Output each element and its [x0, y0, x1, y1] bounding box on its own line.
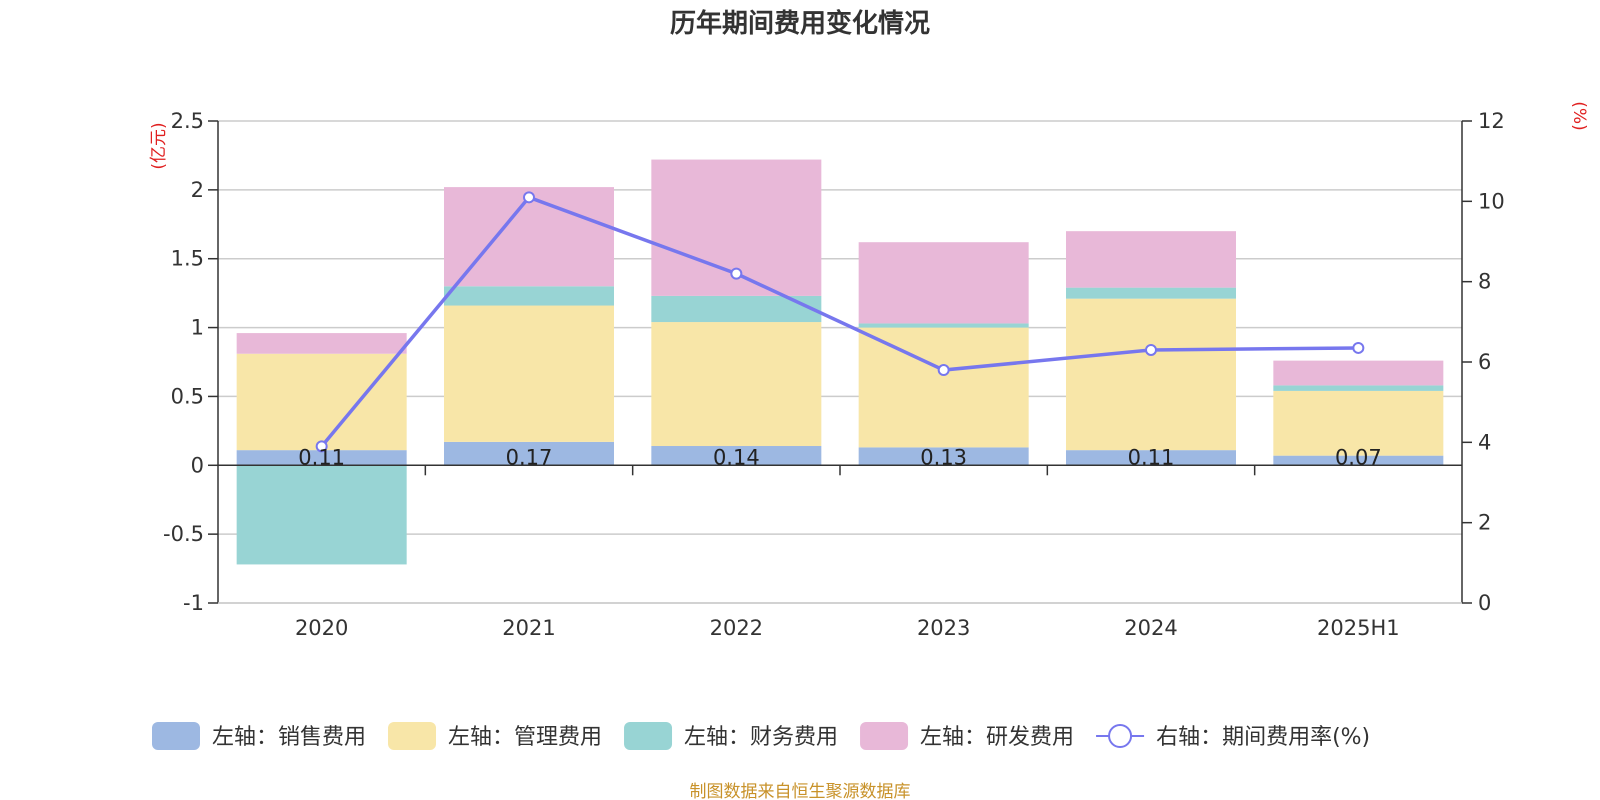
right-tick-label: 4 [1478, 430, 1491, 454]
bar-data-label: 0.11 [1128, 445, 1175, 469]
right-tick-label: 6 [1478, 350, 1491, 374]
rate-point [315, 440, 328, 453]
gridlines [218, 120, 1462, 604]
legend-label: 左轴：研发费用 [920, 725, 1074, 750]
line-series-group [315, 191, 1365, 453]
legend-label: 左轴：销售费用 [212, 725, 366, 750]
bar-data-label: 0.07 [1335, 445, 1382, 469]
left-tick-label: 1.5 [171, 247, 204, 271]
legend-marker [1108, 724, 1133, 748]
left-tick-label: 2.5 [171, 109, 204, 133]
rate-line [320, 195, 1359, 448]
left-tick-label: 2 [191, 178, 204, 202]
bar-series-group [236, 159, 1444, 565]
bar-segment [1066, 287, 1236, 299]
right-axis-unit: (%) [1569, 101, 1589, 130]
left-axis-unit: (亿元) [149, 122, 169, 169]
left-tick-label: -1 [183, 591, 204, 615]
category-label: 2022 [710, 616, 763, 640]
bar-segment [1273, 385, 1444, 391]
legend-label: 左轴：财务费用 [684, 725, 838, 750]
right-tick-label: 0 [1478, 591, 1491, 615]
bar-segment [444, 286, 614, 306]
bar-segment [236, 465, 407, 565]
left-tick-label: -0.5 [163, 522, 204, 546]
legend-swatch [860, 722, 909, 750]
right-tick-label: 2 [1478, 511, 1491, 535]
bar-segment [858, 242, 1029, 324]
bar-segment [651, 322, 822, 447]
left-tick-label: 0 [191, 453, 204, 477]
bar-data-label: 0.11 [298, 445, 345, 469]
legend-label: 左轴：管理费用 [448, 725, 602, 750]
rate-point [1145, 343, 1157, 356]
bar-segment [858, 327, 1029, 448]
bar-segment [236, 333, 407, 354]
bar-segment [1066, 231, 1236, 288]
right-tick-label: 12 [1478, 109, 1505, 133]
bar-segment [444, 441, 614, 466]
rate-point [937, 364, 950, 377]
category-label: 2023 [917, 616, 970, 640]
rate-point [730, 267, 743, 280]
left-tick-label: 1 [191, 316, 204, 340]
category-label: 2021 [502, 616, 555, 640]
axes: -1 -0.5 0 0.5 1 1.5 2 2.5 0 2 4 6 8 10 12 2020 2021 2022 2… [163, 109, 1505, 640]
bar-data-label: 0.13 [920, 445, 967, 469]
bar-segment [1066, 450, 1236, 466]
bar-data-label: 0.14 [713, 445, 760, 469]
rate-point [523, 191, 535, 204]
right-tick-label: 8 [1478, 270, 1491, 294]
bar-segment [236, 450, 407, 466]
source-note: 制图数据来自恒生聚源数据库 [690, 782, 911, 800]
bar-segment [858, 323, 1029, 328]
rate-point [1352, 341, 1365, 354]
category-label: 2020 [295, 616, 348, 640]
category-label: 2024 [1124, 616, 1177, 640]
bar-segment [1273, 455, 1444, 466]
left-tick-label: 0.5 [171, 384, 204, 408]
data-labels: 0.11 0.17 0.14 0.13 0.11 0.07 [298, 445, 1381, 469]
legend-swatch [388, 722, 437, 750]
bar-segment [858, 447, 1029, 466]
legend-swatch [624, 722, 673, 750]
bar-segment [1066, 298, 1236, 451]
bar-segment [236, 353, 407, 451]
category-label: 2025H1 [1317, 616, 1400, 640]
legend: 左轴：销售费用 左轴：管理费用 左轴：财务费用 左轴：研发费用 右轴：期间费用率(%) [152, 722, 1370, 750]
bar-segment [444, 305, 614, 442]
bar-segment [1273, 390, 1444, 456]
bar-segment [444, 187, 614, 287]
bar-segment [651, 446, 822, 466]
legend-swatch [152, 722, 200, 750]
legend-label: 右轴：期间费用率(%) [1156, 725, 1370, 750]
bar-segment [1273, 360, 1444, 386]
right-tick-label: 10 [1478, 189, 1505, 213]
bar-data-label: 0.17 [506, 445, 553, 469]
chart-title: 历年期间费用变化情况 [670, 8, 930, 39]
